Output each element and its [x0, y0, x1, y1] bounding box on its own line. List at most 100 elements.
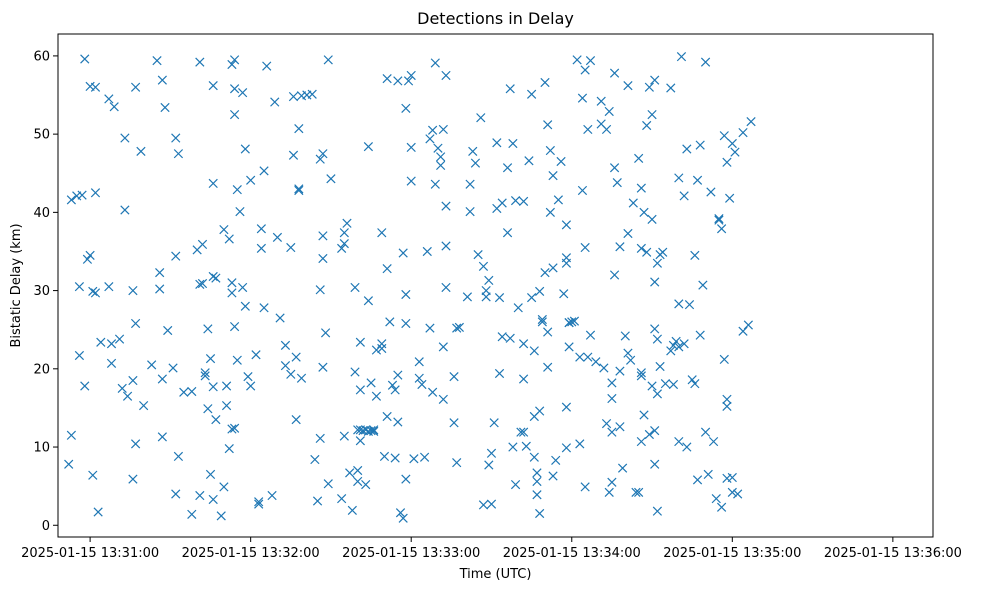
data-point: [577, 93, 588, 103]
data-point: [674, 299, 684, 309]
data-point: [195, 279, 205, 289]
data-point: [494, 293, 505, 303]
data-point: [221, 400, 232, 411]
data-point: [706, 187, 716, 197]
data-point: [179, 387, 189, 397]
data-point: [516, 427, 526, 437]
data-point: [66, 195, 77, 205]
data-point: [623, 228, 633, 239]
data-point: [315, 285, 325, 295]
data-point: [377, 228, 387, 238]
data-point: [128, 285, 138, 296]
data-point: [524, 156, 534, 166]
x-tick-label: 2025-01-15 13:32:00: [182, 546, 320, 561]
data-point: [650, 75, 660, 85]
data-point: [155, 267, 165, 278]
data-point: [90, 188, 101, 198]
data-point: [427, 387, 438, 397]
data-point: [390, 385, 400, 395]
data-point: [601, 124, 612, 135]
data-point: [612, 178, 622, 188]
data-point: [288, 150, 299, 160]
data-point: [139, 400, 149, 411]
data-point: [208, 382, 218, 392]
data-point: [323, 55, 333, 65]
data-point: [259, 303, 269, 313]
data-point: [441, 201, 451, 211]
data-point: [272, 232, 283, 243]
data-point: [478, 500, 489, 510]
data-point: [698, 280, 708, 290]
data-point: [286, 242, 296, 253]
data-point: [85, 250, 95, 261]
data-point: [494, 368, 505, 379]
data-point: [682, 442, 692, 452]
data-point: [152, 55, 162, 66]
data-point: [484, 275, 494, 286]
y-tick-label: 10: [33, 441, 50, 456]
data-point: [229, 55, 240, 65]
data-point: [465, 179, 475, 189]
data-point: [510, 479, 521, 490]
data-point: [200, 368, 210, 378]
data-point: [628, 198, 638, 208]
data-point: [540, 267, 550, 278]
data-point: [535, 286, 545, 296]
data-point: [256, 243, 266, 253]
data-point: [652, 258, 663, 268]
data-point: [658, 247, 668, 257]
data-point: [465, 206, 475, 217]
data-point: [401, 103, 411, 113]
data-point: [452, 323, 462, 333]
data-point: [454, 322, 465, 332]
data-point: [599, 363, 609, 373]
data-point: [270, 97, 280, 107]
data-point: [708, 436, 719, 447]
x-axis-title: Time (UTC): [459, 567, 532, 582]
data-point: [438, 124, 448, 135]
data-point: [307, 89, 317, 99]
data-point: [203, 324, 213, 334]
data-point: [224, 234, 234, 244]
data-point: [569, 316, 580, 326]
data-point: [353, 476, 363, 487]
data-point: [623, 81, 633, 91]
data-point: [187, 386, 197, 397]
data-point: [580, 65, 590, 75]
data-point: [727, 487, 737, 498]
data-point: [639, 207, 649, 217]
data-point: [227, 59, 237, 70]
data-point: [575, 439, 585, 449]
data-point: [377, 343, 387, 354]
data-point: [564, 318, 574, 328]
data-point: [80, 381, 90, 391]
data-point: [157, 75, 167, 85]
data-point: [430, 179, 440, 189]
y-tick-label: 30: [33, 284, 50, 299]
data-point: [187, 509, 197, 519]
data-point: [676, 52, 687, 62]
data-point: [294, 185, 304, 196]
data-point: [652, 334, 663, 344]
data-point: [636, 368, 646, 378]
data-point: [642, 120, 652, 131]
data-point: [652, 506, 663, 516]
data-point: [502, 163, 513, 173]
points-layer: [64, 52, 756, 523]
data-point: [682, 144, 692, 154]
data-point: [561, 443, 572, 453]
data-point: [660, 379, 671, 389]
data-point: [211, 273, 221, 283]
data-point: [719, 131, 729, 141]
data-point: [227, 288, 237, 298]
data-point: [722, 401, 732, 411]
data-point: [96, 337, 106, 347]
data-point: [545, 207, 555, 217]
data-point: [580, 242, 590, 253]
data-point: [315, 433, 325, 444]
data-point: [240, 301, 250, 311]
data-point: [484, 460, 494, 470]
data-point: [414, 373, 424, 383]
data-point: [529, 346, 539, 356]
data-point: [393, 370, 403, 380]
